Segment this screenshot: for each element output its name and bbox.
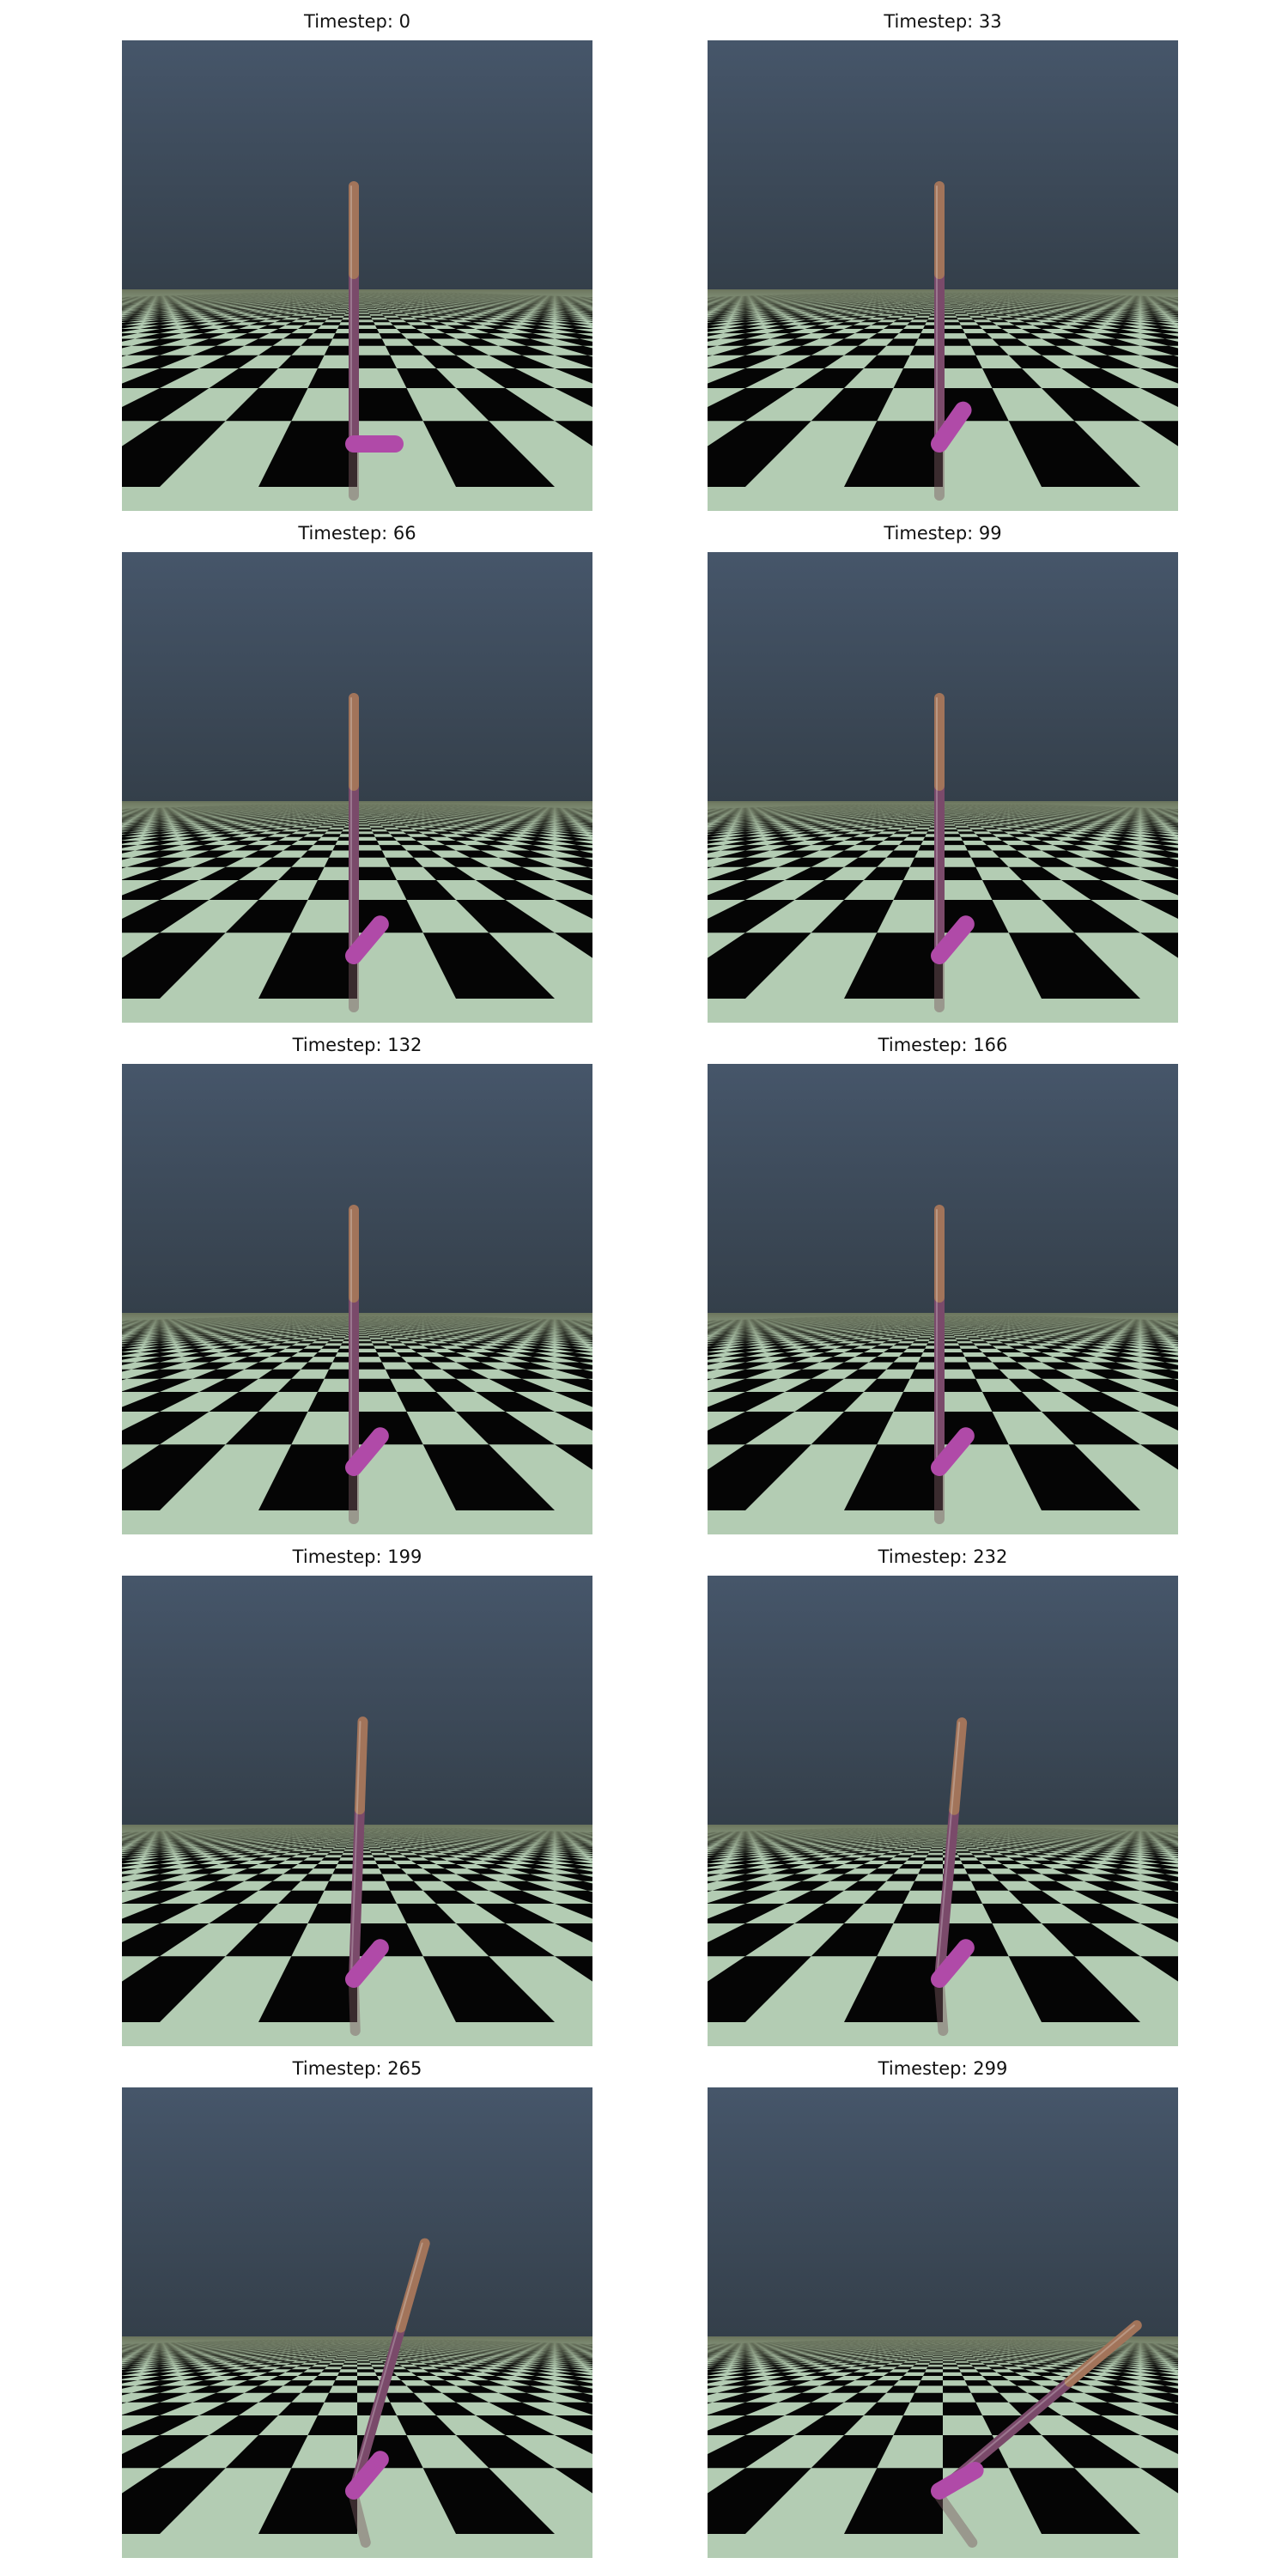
panel-title: Timestep: 33	[708, 9, 1178, 34]
simulation-frame	[708, 552, 1178, 1023]
frame-render	[708, 1064, 1178, 1534]
panel-title: Timestep: 199	[122, 1544, 592, 1570]
simulation-frame	[708, 1576, 1178, 2046]
sky	[708, 2087, 1178, 2336]
panel-title: Timestep: 132	[122, 1032, 592, 1058]
panel-title: Timestep: 0	[122, 9, 592, 34]
simulation-frame	[122, 1064, 592, 1534]
rollout-panel: Timestep: 199	[122, 1544, 592, 2046]
simulation-frame	[122, 552, 592, 1023]
floor-reflection	[939, 1984, 943, 2031]
frame-render	[708, 552, 1178, 1023]
floor-reflection	[354, 1984, 355, 2031]
frame-render	[708, 2087, 1178, 2558]
frame-render	[122, 552, 592, 1023]
simulation-frame	[122, 2087, 592, 2558]
simulation-frame	[708, 2087, 1178, 2558]
panel-title: Timestep: 265	[122, 2056, 592, 2081]
rollout-panel: Timestep: 66	[122, 520, 592, 1023]
frame-render	[122, 40, 592, 511]
rollout-panel: Timestep: 0	[122, 9, 592, 511]
rollout-panel: Timestep: 166	[708, 1032, 1178, 1534]
rollout-panel: Timestep: 33	[708, 9, 1178, 511]
panel-title: Timestep: 66	[122, 520, 592, 546]
frame-render	[122, 1576, 592, 2046]
rollout-panel: Timestep: 232	[708, 1544, 1178, 2046]
panel-title: Timestep: 232	[708, 1544, 1178, 1570]
panel-title: Timestep: 166	[708, 1032, 1178, 1058]
simulation-frame	[122, 1576, 592, 2046]
sky	[122, 2087, 592, 2336]
simulation-frame	[708, 40, 1178, 511]
sky	[708, 1576, 1178, 1825]
frame-render	[122, 2087, 592, 2558]
frame-render	[708, 1576, 1178, 2046]
rollout-panel: Timestep: 299	[708, 2056, 1178, 2558]
rollout-panel: Timestep: 99	[708, 520, 1178, 1023]
frame-render	[122, 1064, 592, 1534]
frame-render	[708, 40, 1178, 511]
panel-title: Timestep: 299	[708, 2056, 1178, 2081]
rollout-panel: Timestep: 265	[122, 2056, 592, 2558]
rollout-panel: Timestep: 132	[122, 1032, 592, 1534]
checkerboard-floor	[708, 2336, 1178, 2558]
simulation-frame	[122, 40, 592, 511]
simulation-frame	[708, 1064, 1178, 1534]
panel-title: Timestep: 99	[708, 520, 1178, 546]
